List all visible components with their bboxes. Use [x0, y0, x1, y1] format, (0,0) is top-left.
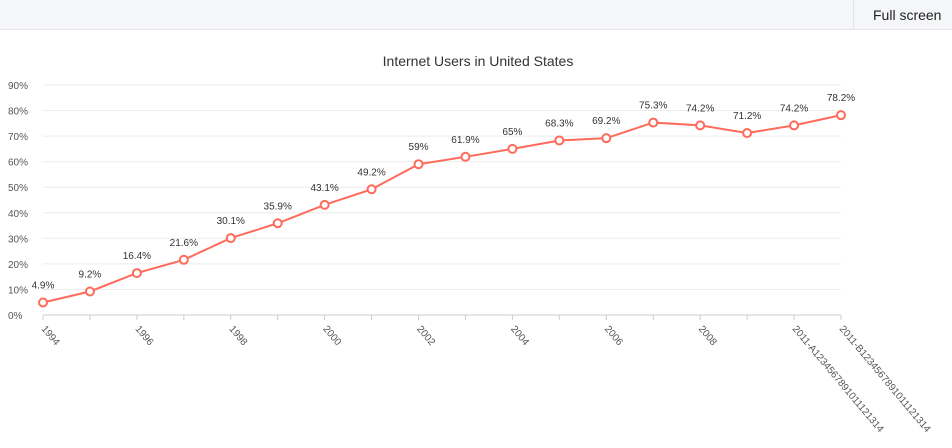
data-point: [554, 135, 565, 146]
y-tick-label: 20%: [8, 260, 28, 271]
chart-title: Internet Users in United States: [383, 53, 574, 69]
data-label: 35.9%: [264, 201, 292, 212]
data-label: 65%: [502, 127, 522, 138]
data-label: 30.1%: [217, 216, 245, 227]
x-tick-label: 2006: [602, 324, 625, 348]
y-tick-label: 0%: [8, 311, 23, 322]
y-tick-label: 10%: [8, 285, 28, 296]
y-tick-label: 60%: [8, 158, 28, 169]
data-point: [84, 286, 95, 297]
x-tick-label: 1996: [133, 324, 156, 348]
data-point: [507, 143, 518, 154]
y-tick-label: 90%: [8, 81, 28, 92]
data-point: [272, 218, 283, 229]
data-point: [225, 233, 236, 244]
x-tick-label: 2004: [508, 324, 531, 348]
data-label: 68.3%: [545, 118, 573, 129]
data-label: 43.1%: [310, 183, 338, 194]
y-tick-label: 80%: [8, 107, 28, 118]
data-label: 75.3%: [639, 101, 667, 112]
data-label: 9.2%: [79, 269, 102, 280]
y-tick-label: 40%: [8, 209, 28, 220]
data-label: 71.2%: [733, 111, 761, 122]
data-point: [178, 254, 189, 265]
x-tick-label: 2011-B1234567891011121314: [837, 324, 933, 435]
data-point: [413, 159, 424, 170]
data-point: [601, 133, 612, 144]
data-point: [789, 120, 800, 131]
y-tick-label: 30%: [8, 234, 28, 245]
data-point: [131, 268, 142, 279]
x-tick-label: 1998: [226, 324, 249, 348]
data-point: [836, 110, 846, 121]
data-label: 4.9%: [32, 280, 55, 291]
full-screen-button[interactable]: Full screen: [853, 0, 952, 29]
series-line: [42, 114, 842, 304]
data-label: 59%: [409, 142, 429, 153]
toolbar: Full screen: [0, 0, 952, 30]
data-label: 78.2%: [827, 93, 855, 104]
data-label: 74.2%: [686, 103, 714, 114]
data-point: [695, 120, 706, 131]
data-label: 21.6%: [170, 238, 198, 249]
data-point: [319, 199, 330, 210]
data-label: 69.2%: [592, 116, 620, 127]
data-point: [460, 151, 471, 162]
x-tick-label: 2008: [696, 324, 719, 348]
data-label: 61.9%: [451, 135, 479, 146]
data-label: 49.2%: [357, 167, 385, 178]
data-label: 74.2%: [780, 103, 808, 114]
data-point: [366, 184, 377, 195]
data-point: [742, 128, 753, 139]
x-tick-label: 2002: [414, 324, 437, 348]
y-tick-label: 50%: [8, 183, 28, 194]
x-tick-label: 1994: [39, 324, 62, 348]
data-point: [38, 297, 48, 308]
x-tick-label: 2011-A1234567891011121314: [790, 324, 886, 435]
y-tick-label: 70%: [8, 132, 28, 143]
data-point: [648, 117, 659, 128]
x-tick-label: 2000: [320, 324, 343, 348]
data-label: 16.4%: [123, 251, 151, 262]
